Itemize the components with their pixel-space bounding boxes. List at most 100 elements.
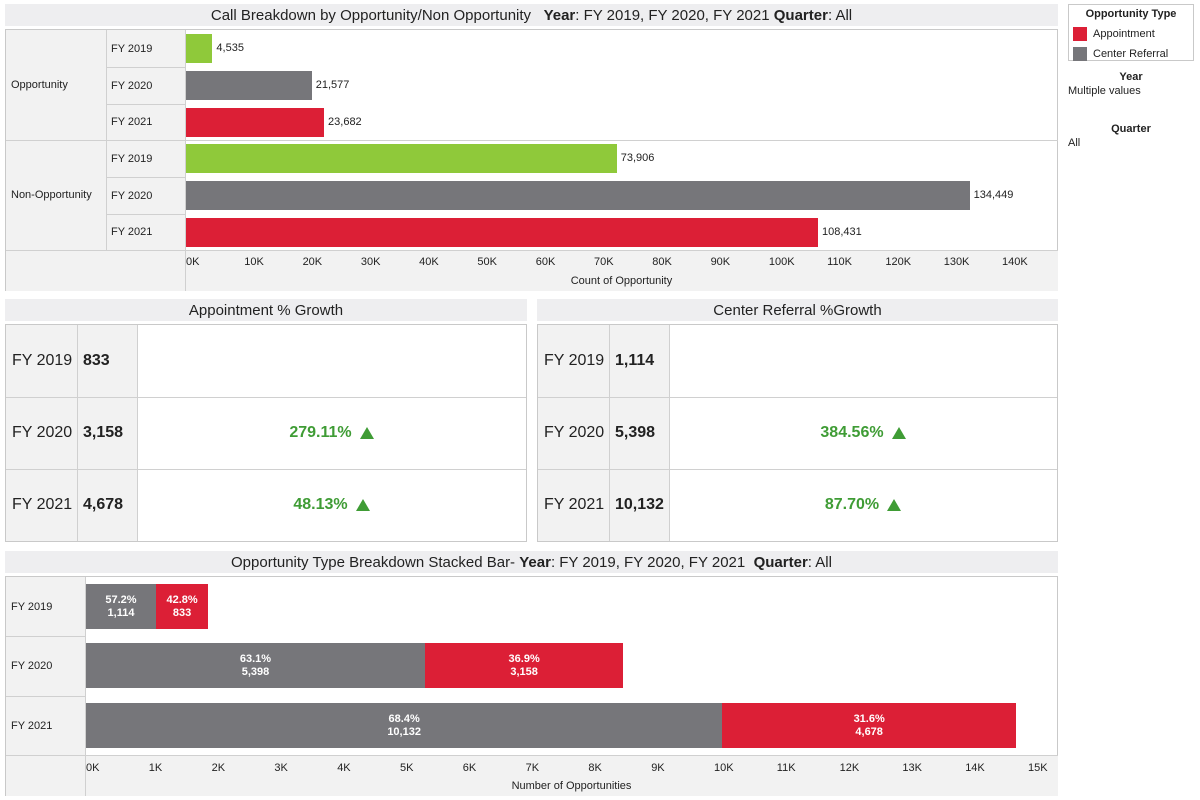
stacked-chart-title-quarter-label: Quarter: [753, 553, 808, 571]
stacked-chart-xlabel: Number of Opportunities: [511, 780, 632, 792]
stacked-tick-1k: 1K: [148, 762, 163, 774]
appointment-growth-2021: 48.13%: [137, 469, 526, 541]
stacked-tick-2k: 2K: [211, 762, 226, 774]
stacked-chart: FY 2019 FY 2020 FY 2021 57.2% 1,114 42.8% 8…: [5, 576, 1058, 796]
appointment-growth-2020-value: 279.11%: [289, 424, 352, 441]
legend-title: Opportunity Type: [1085, 8, 1177, 20]
stacked-year-2019: FY 2019: [11, 600, 53, 613]
bar-label-opportunity-fy-2020: 21,577: [315, 79, 350, 91]
top-tick-40k: 40K: [419, 256, 439, 268]
referral-pct-fy-2021: 68.4%: [388, 712, 420, 725]
referral-value-2019: 1,114: [615, 352, 655, 369]
appointment-growth-table: FY 2019 833 FY 2020 3,158 279.11% FY 202…: [5, 324, 527, 542]
stacked-tick-12k: 12K: [839, 762, 860, 774]
referral-count-fy-2020: 5,398: [241, 665, 270, 678]
bar-label-non-opportunity-fy-2019: 73,906: [620, 152, 655, 164]
bar-non-opportunity-fy-2019: [186, 144, 617, 173]
stacked-tick-13k: 13K: [902, 762, 922, 774]
legend-item-center-referral[interactable]: Center Referral: [1073, 44, 1189, 64]
bar-label-opportunity-fy-2021: 23,682: [328, 116, 362, 128]
stacked-year-column: [6, 577, 85, 755]
referral-year-2020: FY 2020: [544, 424, 605, 441]
opportunity-year-2021: FY 2021: [111, 116, 153, 128]
bar-non-opportunity-fy-2021: [186, 218, 818, 247]
referral-segment-fy-2019: [86, 584, 156, 629]
stacked-tick-0k: 0K: [86, 762, 100, 774]
top-tick-100k: 100K: [768, 256, 795, 268]
stacked-tick-10k: 10K: [714, 762, 734, 774]
bar-opportunity-fy-2019: [186, 34, 213, 63]
year-filter-title: Year: [1119, 71, 1143, 83]
appointment-swatch: [1073, 27, 1087, 41]
up-triangle-icon: [887, 499, 902, 511]
top-chart-title-year-value: : FY 2019, FY 2020, FY 2021: [575, 6, 770, 24]
referral-year-2019: FY 2019: [544, 352, 605, 369]
bar-opportunity-fy-2020: [186, 71, 312, 100]
appointment-count-fy-2019: 833: [172, 606, 192, 619]
referral-value-2020: 5,398: [615, 424, 656, 441]
year-filter-value[interactable]: Multiple values: [1068, 85, 1141, 97]
stacked-tick-15k: 15K: [1028, 762, 1048, 774]
stacked-tick-4k: 4K: [337, 762, 351, 774]
top-chart-axis-area: [6, 250, 1058, 291]
up-triangle-icon: [355, 499, 370, 511]
top-tick-80k: 80K: [652, 256, 672, 268]
referral-growth-title: Center Referral %Growth: [537, 299, 1058, 321]
quarter-filter-title: Quarter: [1111, 123, 1151, 135]
top-chart-title-main: Call Breakdown by Opportunity/Non Opport…: [210, 6, 532, 24]
stacked-tick-9k: 9K: [651, 762, 665, 774]
bar-label-non-opportunity-fy-2020: 134,449: [973, 189, 1014, 201]
referral-growth-2021-value: 87.70%: [824, 496, 880, 513]
referral-growth-table: FY 2019 1,114 FY 2020 5,398 384.56% FY 2…: [537, 324, 1058, 542]
referral-pct-fy-2019: 57.2%: [105, 593, 137, 606]
bar-non-opportunity-fy-2020: [186, 181, 970, 210]
top-tick-90k: 90K: [710, 256, 731, 268]
appointment-segment-label-fy-2020: 36.9% 3,158: [425, 643, 623, 688]
appointment-value-2020: 3,158: [83, 424, 124, 441]
appointment-segment-label-fy-2021: 31.6% 4,678: [722, 703, 1016, 748]
appointment-growth-title: Appointment % Growth: [5, 299, 527, 321]
opportunity-year-2019: FY 2019: [111, 42, 153, 55]
top-tick-70k: 70K: [594, 256, 614, 268]
appointment-growth-2021-value: 48.13%: [293, 496, 348, 513]
stacked-tick-7k: 7K: [525, 762, 540, 774]
appointment-value-2019: 833: [83, 352, 110, 369]
appointment-count-fy-2020: 3,158: [510, 665, 538, 678]
appointment-year-2020: FY 2020: [12, 424, 73, 441]
opportunity-year-2020: FY 2020: [111, 79, 153, 92]
top-tick-110k: 110K: [827, 256, 853, 268]
referral-count-fy-2021: 10,132: [387, 725, 421, 738]
group-label-non-opportunity: Non-Opportunity: [11, 189, 92, 201]
appointment-growth-2020: 279.11%: [137, 397, 526, 469]
legend-label-center-referral: Center Referral: [1093, 48, 1169, 60]
appointment-segment-fy-2019: [155, 584, 209, 629]
quarter-filter[interactable]: Quarter All: [1068, 123, 1194, 149]
appointment-pct-fy-2019: 42.8%: [166, 593, 198, 606]
legend-label-appointment: Appointment: [1093, 28, 1155, 40]
stacked-tick-6k: 6K: [462, 762, 477, 774]
appointment-year-2021: FY 2021: [12, 496, 73, 513]
appointment-pct-fy-2021: 31.6%: [853, 712, 885, 725]
top-tick-130k: 130K: [943, 256, 970, 268]
top-chart-title: Call Breakdown by Opportunity/Non Opport…: [5, 4, 1058, 26]
appointment-segment-fy-2020: [424, 643, 624, 688]
bar-label-non-opportunity-fy-2021: 108,431: [821, 226, 862, 238]
stacked-year-2020: FY 2020: [11, 660, 53, 672]
top-tick-60k: 60K: [535, 256, 556, 268]
stacked-tick-5k: 5K: [400, 762, 414, 774]
stacked-chart-title-year-value: : FY 2019, FY 2020, FY 2021: [550, 553, 746, 571]
stacked-tick-3k: 3K: [274, 762, 288, 774]
legend: Opportunity Type Appointment Center Refe…: [1068, 4, 1194, 61]
legend-item-appointment[interactable]: Appointment: [1073, 24, 1189, 44]
referral-pct-fy-2020: 63.1%: [239, 652, 272, 665]
top-chart-title-quarter-label: Quarter: [773, 6, 828, 24]
stacked-chart-title-main: Opportunity Type Breakdown Stacked Bar-: [231, 553, 516, 571]
stacked-tick-8k: 8K: [588, 762, 602, 774]
top-chart-title-quarter-value: : All: [827, 6, 853, 24]
top-tick-0k: 0K: [186, 256, 200, 268]
top-tick-30k: 30K: [360, 256, 381, 268]
quarter-filter-value[interactable]: All: [1068, 137, 1081, 149]
referral-segment-fy-2020: [86, 643, 425, 688]
year-filter[interactable]: Year Multiple values: [1068, 71, 1194, 97]
top-tick-10k: 10K: [244, 256, 264, 268]
